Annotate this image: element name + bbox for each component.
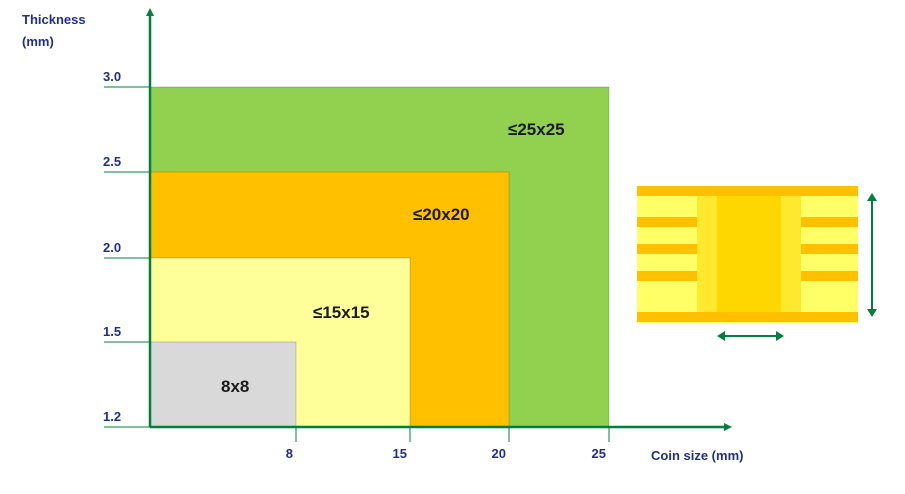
y-axis-title-line1: Thickness xyxy=(22,12,86,27)
regions-group: ≤25x25 ≤20x20 ≤15x15 8x8 xyxy=(149,86,610,428)
region-8mm xyxy=(149,341,297,428)
x-tick-label: 20 xyxy=(492,446,506,461)
y-tick-label: 2.5 xyxy=(103,154,121,169)
y-tick-label: 2.0 xyxy=(103,240,121,255)
y-tick-label: 1.5 xyxy=(103,324,121,339)
tick-labels-group: 1.2 1.5 2.0 2.5 3.0 8 15 20 25 xyxy=(103,69,606,461)
region-label-25mm: ≤25x25 xyxy=(508,120,565,139)
x-tick-label: 15 xyxy=(393,446,407,461)
y-axis-title-line2: (mm) xyxy=(22,34,54,49)
region-label-20mm: ≤20x20 xyxy=(413,205,470,224)
pcb-cross-section-icon xyxy=(637,186,858,323)
x-axis-title: Coin size (mm) xyxy=(651,448,743,463)
region-label-15mm: ≤15x15 xyxy=(313,303,370,322)
y-tick-label: 1.2 xyxy=(103,409,121,424)
region-label-8mm: 8x8 xyxy=(221,377,249,396)
y-tick-label: 3.0 xyxy=(103,69,121,84)
horizontal-double-arrow-icon xyxy=(717,331,784,341)
tick-lines-group xyxy=(104,86,610,442)
vertical-double-arrow-icon xyxy=(867,193,877,317)
x-tick-label: 8 xyxy=(286,446,293,461)
x-tick-label: 25 xyxy=(592,446,606,461)
